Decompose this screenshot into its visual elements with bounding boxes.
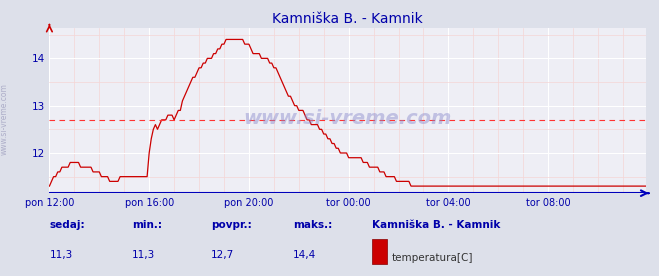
Text: min.:: min.: bbox=[132, 220, 162, 230]
Text: sedaj:: sedaj: bbox=[49, 220, 85, 230]
Text: www.si-vreme.com: www.si-vreme.com bbox=[0, 83, 9, 155]
Text: 11,3: 11,3 bbox=[49, 250, 72, 260]
Title: Kamniška B. - Kamnik: Kamniška B. - Kamnik bbox=[272, 12, 423, 26]
Text: Kamniška B. - Kamnik: Kamniška B. - Kamnik bbox=[372, 220, 501, 230]
Text: povpr.:: povpr.: bbox=[211, 220, 252, 230]
Text: www.si-vreme.com: www.si-vreme.com bbox=[243, 109, 452, 128]
Text: maks.:: maks.: bbox=[293, 220, 333, 230]
Text: 14,4: 14,4 bbox=[293, 250, 316, 260]
Text: 11,3: 11,3 bbox=[132, 250, 155, 260]
Text: temperatura[C]: temperatura[C] bbox=[392, 253, 474, 263]
Text: 12,7: 12,7 bbox=[211, 250, 234, 260]
